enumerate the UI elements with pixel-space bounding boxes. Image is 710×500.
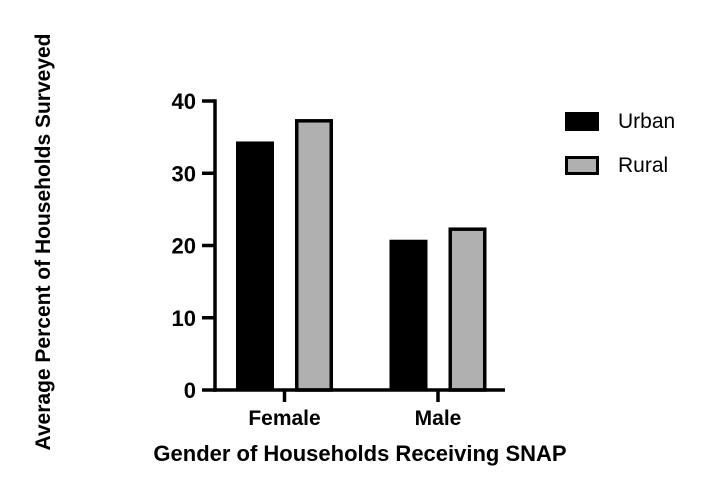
legend-item-rural: Rural — [565, 155, 675, 176]
y-tick-label: 0 — [184, 378, 196, 403]
y-tick-label: 20 — [172, 234, 196, 259]
x-category-label: Male — [415, 407, 462, 430]
bar-rural-female — [295, 119, 333, 392]
bar-urban-female — [236, 141, 274, 390]
legend: Urban Rural — [565, 111, 675, 176]
y-tick-label: 30 — [172, 161, 196, 186]
y-tick-label: 10 — [172, 306, 196, 331]
rural-series-swatch — [565, 156, 599, 175]
urban-series-swatch — [565, 112, 599, 131]
x-category-label: Female — [248, 407, 320, 430]
bar-rural-male — [448, 227, 487, 392]
legend-label-urban: Urban — [618, 110, 676, 133]
legend-item-urban: Urban — [565, 111, 675, 132]
legend-label-rural: Rural — [618, 154, 669, 177]
x-axis-title: Gender of Households Receiving SNAP — [153, 441, 567, 466]
bar-urban-male — [389, 239, 428, 390]
y-tick-label: 40 — [172, 89, 196, 114]
